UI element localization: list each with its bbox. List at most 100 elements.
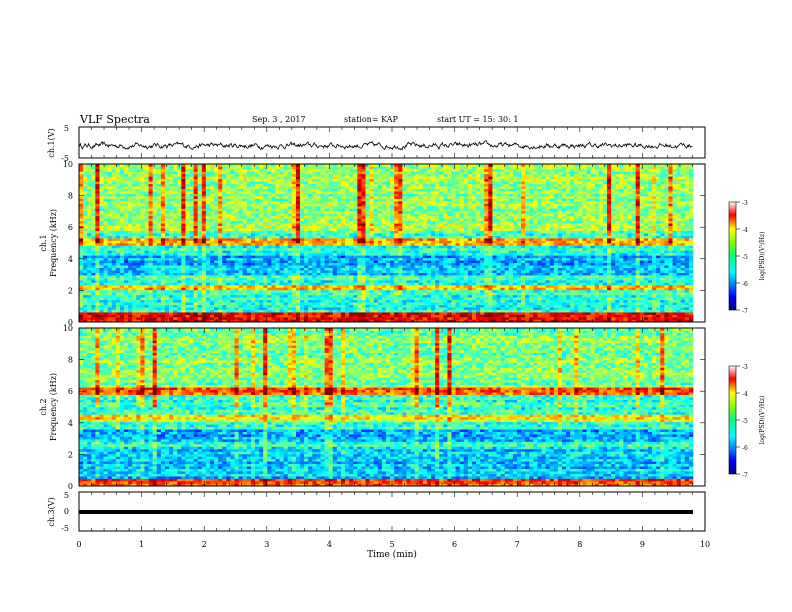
spectrogram-cell (373, 198, 379, 202)
spectrogram-cell (164, 215, 170, 219)
spectrogram-cell (185, 299, 190, 303)
spectrogram-cell (140, 270, 145, 273)
spectrogram-cell (328, 309, 334, 313)
spectrogram-cell (332, 213, 338, 217)
spectrogram-cell (132, 233, 137, 236)
spectrogram-cell (316, 270, 321, 273)
spectrogram-cell (136, 275, 141, 278)
spectrogram-cell (111, 265, 117, 268)
spectrogram-cell (193, 294, 198, 298)
spectrogram-cell (124, 257, 129, 261)
spectrogram-cell (279, 186, 284, 189)
spectrogram-cell (83, 297, 88, 301)
spectrogram-cell (300, 205, 305, 209)
spectrogram-cell (308, 309, 313, 313)
spectrogram-cell (87, 282, 92, 286)
spectrogram-cell (136, 228, 141, 231)
spectrogram-cell (222, 260, 227, 264)
spectrogram-cell (312, 314, 317, 318)
spectrogram-cell (332, 230, 338, 234)
spectrogram-cell (332, 186, 338, 189)
spectrogram-cell (361, 240, 366, 244)
spectrogram-cell (128, 181, 133, 185)
spectrogram-cell (250, 255, 256, 259)
spectrogram-cell (271, 309, 276, 313)
spectrogram-cell (177, 309, 182, 313)
spectrogram-cell (209, 198, 215, 202)
spectrogram-cell (275, 245, 280, 249)
spectrogram-cell (369, 289, 375, 293)
spectrogram-cell (144, 250, 149, 254)
spectrogram-cell (320, 196, 325, 199)
spectrogram-cell (263, 304, 268, 308)
spectrogram-cell (128, 304, 133, 308)
spectrogram-cell (91, 277, 96, 281)
spectrogram-cell (136, 193, 141, 197)
spectrogram-cell (160, 319, 166, 323)
spectrogram-cell (103, 235, 108, 239)
spectrogram-cell (349, 262, 354, 266)
spectrogram-cell (226, 262, 231, 266)
spectrogram-cell (246, 220, 252, 224)
spectrogram-cell (381, 287, 387, 291)
spectrogram-cell (373, 188, 379, 192)
spectrogram-cell (79, 233, 84, 236)
spectrogram-cell (87, 312, 92, 315)
spectrogram-cell (185, 277, 190, 281)
spectrogram-cell (357, 280, 362, 283)
spectrogram-cell (132, 213, 137, 217)
spectrogram-cell (357, 173, 362, 177)
spectrogram-cell (160, 228, 166, 231)
spectrogram-cell (136, 317, 141, 320)
spectrogram-cell (103, 188, 108, 192)
spectrogram-cell (230, 193, 235, 197)
spectrogram-cell (287, 225, 293, 229)
spectrogram-cell (222, 280, 227, 283)
spectrogram-cell (386, 250, 391, 254)
spectrogram-cell (377, 164, 383, 167)
spectrogram-cell (246, 213, 252, 217)
spectrogram-cell (197, 250, 203, 254)
spectrogram-cell (83, 307, 88, 310)
spectrogram-cell (156, 196, 162, 199)
spectrogram-cell (300, 218, 305, 222)
spectrogram-cell (152, 176, 158, 180)
spectrogram-cell (107, 228, 113, 231)
spectrogram-cell (336, 277, 342, 281)
spectrogram-cell (320, 312, 325, 315)
spectrogram-cell (91, 176, 96, 180)
spectrogram-cell (320, 181, 325, 185)
spectrogram-cell (173, 205, 178, 209)
spectrogram-cell (234, 228, 239, 231)
spectrogram-cell (283, 317, 289, 320)
spectrogram-cell (324, 228, 329, 231)
spectrogram-cell (381, 193, 387, 197)
spectrogram-cell (140, 250, 145, 254)
spectrogram-cell (173, 280, 178, 283)
spectrogram-cell (115, 230, 121, 234)
spectrogram-cell (91, 223, 96, 227)
spectrogram-cell (218, 243, 223, 246)
spectrogram-cell (107, 302, 113, 306)
spectrogram-cell (332, 215, 338, 219)
spectrogram-cell (173, 233, 178, 236)
spectrogram-cell (218, 198, 223, 202)
spectrogram-cell (357, 312, 362, 315)
spectrogram-cell (386, 218, 391, 222)
spectrogram-cell (148, 196, 153, 199)
spectrogram-cell (345, 319, 350, 323)
spectrogram-cell (193, 235, 198, 239)
spectrogram-cell (238, 220, 244, 224)
spectrogram-cell (267, 233, 272, 236)
spectrogram-cell (205, 191, 211, 194)
spectrogram-cell (177, 191, 182, 194)
spectrogram-cell (353, 250, 358, 254)
spectrogram-cell (361, 312, 366, 315)
spectrogram-cell (234, 317, 239, 320)
spectrogram-cell (304, 240, 309, 244)
spectrogram-cell (218, 228, 223, 231)
spectrogram-cell (250, 215, 256, 219)
spectrogram-cell (144, 275, 149, 278)
spectrogram-cell (238, 178, 244, 182)
spectrogram-cell (185, 164, 190, 167)
